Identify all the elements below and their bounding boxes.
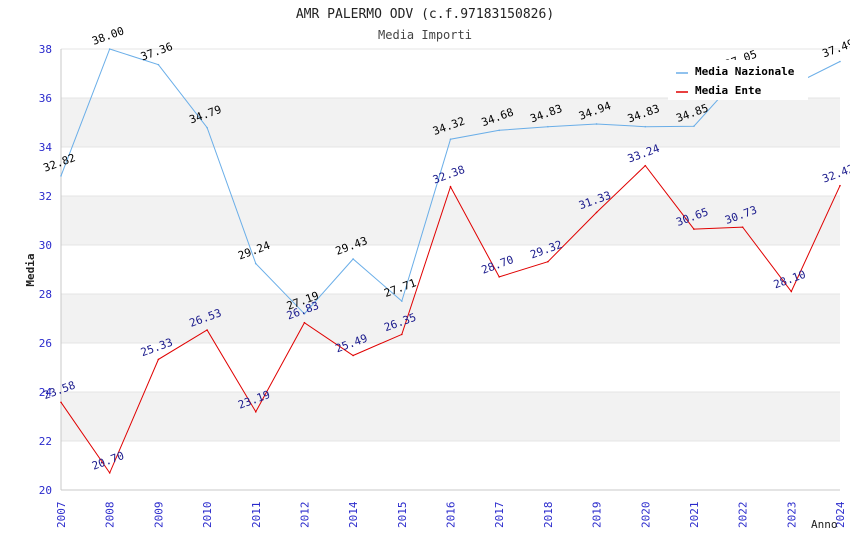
data-point	[644, 164, 647, 167]
x-tick-label: 2015	[396, 502, 409, 529]
x-tick-label: 2012	[298, 502, 311, 529]
data-point	[741, 226, 744, 228]
data-point	[449, 185, 452, 188]
x-tick-label: 2020	[639, 502, 652, 529]
data-point	[498, 129, 500, 132]
y-tick-label: 24	[39, 386, 53, 399]
grid-bands	[61, 98, 840, 441]
data-point	[790, 290, 793, 293]
legend-background	[668, 60, 808, 100]
y-tick-labels: 20 22 24 26 28 30 32 34 36 38	[39, 43, 53, 497]
axes	[60, 49, 840, 491]
y-tick-label: 36	[39, 92, 52, 105]
data-point	[352, 354, 354, 357]
series-layer	[60, 48, 841, 474]
data-point	[254, 262, 257, 265]
y-tick-label: 26	[39, 337, 52, 350]
y-tick-label: 38	[39, 43, 52, 56]
x-tick-label: 2024	[834, 501, 847, 528]
x-tick-label: 2009	[152, 502, 165, 529]
data-point	[595, 123, 598, 125]
y-tick-label: 22	[39, 435, 52, 448]
data-point	[108, 472, 111, 474]
legend: Media Nazionale Media Ente	[668, 60, 808, 100]
y-tick-label: 20	[39, 484, 52, 497]
data-label: 37.49	[821, 37, 850, 61]
x-tick-label: 2022	[737, 502, 750, 529]
data-point	[401, 333, 403, 336]
legend-label-ente: Media Ente	[695, 84, 762, 97]
x-tick-label: 2007	[55, 502, 68, 529]
data-point	[108, 48, 111, 50]
chart-subtitle: Media Importi	[378, 28, 472, 42]
data-point	[693, 228, 695, 230]
chart-title: AMR PALERMO ODV (c.f.97183150826)	[296, 7, 554, 22]
data-point	[401, 300, 403, 302]
x-tick-label: 2014	[347, 501, 360, 528]
data-point	[498, 276, 500, 278]
x-tick-label: 2016	[445, 502, 458, 529]
data-label: 37.36	[139, 40, 175, 64]
y-tick-label: 32	[39, 190, 52, 203]
x-tick-label: 2023	[785, 502, 798, 529]
x-tick-label: 2018	[542, 502, 555, 529]
data-point	[157, 358, 160, 361]
grid-lines	[61, 48, 840, 491]
x-tick-label: 2008	[104, 502, 117, 529]
data-point	[839, 60, 841, 63]
data-point	[206, 329, 208, 331]
y-tick-label: 34	[39, 141, 53, 154]
data-point	[352, 258, 354, 260]
x-tick-label: 2010	[201, 502, 214, 529]
data-label: 32.42	[821, 162, 850, 186]
x-tick-label: 2019	[591, 502, 604, 529]
x-axis-label: Anno	[811, 518, 838, 531]
x-tick-label: 2021	[688, 502, 701, 529]
x-tick-labels: 2007 2008 2009 2010 2011 2012 2014 2015 2016 2017…	[55, 501, 847, 528]
legend-label-nazionale: Media Nazionale	[695, 65, 795, 78]
data-label: 32.82	[42, 151, 78, 175]
data-point	[254, 411, 257, 413]
x-tick-label: 2011	[250, 502, 263, 529]
y-tick-label: 30	[39, 239, 52, 252]
data-point	[644, 125, 647, 128]
data-label: 38.00	[90, 24, 126, 48]
data-point	[157, 63, 160, 66]
data-point	[839, 184, 841, 187]
data-point	[547, 125, 549, 128]
y-axis-label: Media	[24, 253, 37, 286]
data-point	[303, 321, 306, 324]
grid-band	[61, 196, 840, 245]
data-label: 32.38	[431, 163, 467, 187]
data-point	[206, 126, 208, 129]
data-point	[595, 211, 598, 214]
grid-band	[61, 294, 840, 343]
grid-band	[61, 392, 840, 441]
data-point	[547, 260, 549, 263]
data-point	[449, 138, 452, 140]
x-tick-label: 2017	[493, 502, 506, 529]
data-point	[60, 175, 62, 177]
data-point	[693, 125, 695, 127]
data-point	[60, 401, 62, 404]
y-tick-label: 28	[39, 288, 52, 301]
data-label: 28.10	[772, 268, 808, 292]
data-point	[303, 313, 306, 315]
